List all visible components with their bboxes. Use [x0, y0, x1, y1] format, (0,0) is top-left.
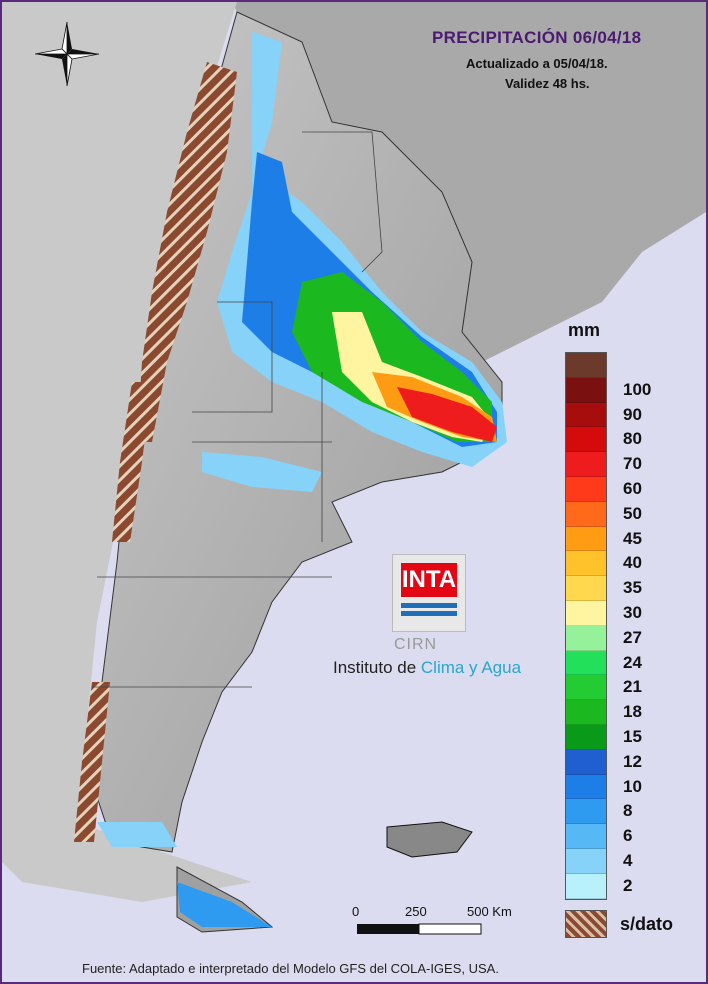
legend-swatch [566, 402, 606, 428]
legend-label: 18 [623, 702, 642, 722]
legend-swatch [566, 452, 606, 477]
no-data-andes-south [74, 682, 110, 842]
legend-label: 60 [623, 479, 642, 498]
precip-patagonia [202, 452, 322, 492]
legend-swatch [566, 873, 606, 899]
legend-label: 50 [623, 503, 642, 523]
footer-source: Fuente: Adaptado e interpretado del Mode… [82, 961, 499, 976]
legend-label: 90 [623, 404, 642, 424]
province-borders [92, 131, 383, 688]
legend-label: 40 [623, 553, 642, 573]
no-data-andes-central [112, 382, 152, 542]
legend-swatch [566, 600, 606, 626]
scale-label-500: 500 Km [467, 904, 512, 919]
legend-label: 15 [623, 727, 642, 746]
scale-bar [357, 923, 482, 935]
scale-label-250: 250 [405, 904, 427, 919]
precip-fuego [177, 882, 272, 927]
legend-swatch [566, 576, 606, 601]
logo-stripe [401, 611, 457, 616]
institute-name: Instituto de Clima y Agua [333, 658, 521, 678]
legend-label: 24 [623, 652, 642, 672]
no-data-label: s/dato [620, 914, 674, 934]
legend-swatch [566, 501, 606, 527]
legend-label: 10 [623, 776, 642, 796]
institute-prefix: Instituto de [333, 658, 421, 677]
scale-label-0: 0 [352, 904, 360, 919]
legend-swatch [566, 625, 606, 651]
legend-swatch [566, 675, 606, 701]
logo-stripe [401, 603, 457, 608]
precip-red [397, 387, 497, 442]
cirn-logo-text: CIRN [394, 636, 438, 653]
legend-swatch [566, 427, 606, 453]
institute-accent: Clima y Agua [420, 658, 522, 677]
legend-label: 8 [623, 801, 633, 821]
legend-label: 45 [623, 528, 642, 548]
legend-swatch [566, 700, 606, 725]
map-title: PRECIPITACIÓN 06/04/18 [432, 28, 642, 47]
legend-label: 30 [623, 603, 642, 622]
legend-label: 70 [623, 454, 642, 474]
legend-swatch [566, 774, 606, 800]
legend-swatch [566, 848, 606, 874]
no-data-andes-north [137, 62, 237, 442]
legend-swatch [566, 724, 606, 750]
legend-swatch [566, 650, 606, 676]
legend-label: 35 [623, 578, 642, 598]
legend-label: 2 [623, 875, 633, 895]
legend-swatch-top [566, 353, 606, 378]
legend-colorbar [565, 352, 607, 900]
precip-south [97, 822, 177, 847]
legend-swatch [566, 799, 606, 825]
legend-swatch [566, 749, 606, 775]
north-arrow-icon [34, 21, 100, 87]
inta-logo: INTA [392, 554, 466, 632]
legend-swatch [566, 824, 606, 849]
malvinas [386, 821, 473, 858]
inta-logo-text: INTA [401, 563, 457, 597]
legend-swatch [566, 377, 606, 403]
legend-label: 27 [623, 627, 642, 647]
legend-label: 6 [623, 826, 633, 846]
no-data-swatch [565, 910, 607, 938]
legend-label: 80 [623, 429, 642, 449]
validity-text: Validez 48 hs. [505, 76, 590, 91]
legend-swatch [566, 476, 606, 502]
legend-unit: mm [568, 320, 601, 340]
legend-label: 100 [623, 379, 652, 399]
updated-text: Actualizado a 05/04/18. [466, 56, 608, 71]
legend-label: 12 [623, 751, 642, 771]
legend-swatch [566, 526, 606, 552]
legend-swatch [566, 551, 606, 577]
legend-label: 4 [623, 851, 633, 870]
neighbor-land [232, 2, 706, 362]
legend-label: 21 [623, 677, 642, 697]
